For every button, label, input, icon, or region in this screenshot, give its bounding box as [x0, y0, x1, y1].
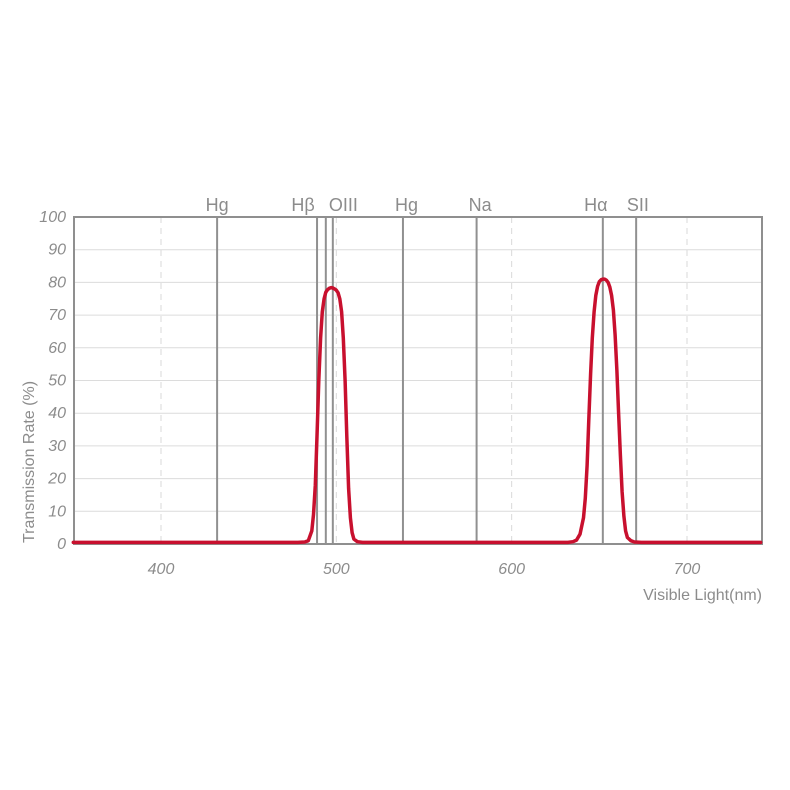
y-tick-label: 100 — [39, 209, 66, 226]
y-tick-label: 90 — [48, 242, 66, 259]
x-tick-label: 700 — [674, 561, 701, 578]
x-axis-title: Visible Light(nm) — [643, 587, 762, 604]
emission-label-sii: SII — [627, 195, 649, 215]
emission-label-oiii: OIII — [329, 195, 358, 215]
y-tick-label: 40 — [48, 405, 66, 422]
emission-label-hβ: Hβ — [291, 195, 314, 215]
y-tick-label: 20 — [47, 471, 66, 488]
transmission-curve — [71, 277, 763, 545]
y-tick-label: 50 — [48, 373, 66, 390]
y-tick-label: 70 — [48, 307, 66, 324]
emission-label-hα: Hα — [584, 195, 607, 215]
y-tick-label: 10 — [48, 503, 66, 520]
emission-label-hg: Hg — [206, 195, 229, 215]
emission-label-na: Na — [469, 195, 493, 215]
y-tick-label: 60 — [48, 340, 66, 357]
y-tick-label: 30 — [48, 438, 66, 455]
y-tick-label: 80 — [48, 274, 66, 291]
x-tick-label: 600 — [498, 561, 525, 578]
y-tick-label: 0 — [57, 536, 66, 553]
y-axis-title: Transmission Rate (%) — [21, 380, 38, 544]
emission-label-hg: Hg — [395, 195, 418, 215]
x-tick-label: 400 — [148, 561, 175, 578]
x-tick-label: 500 — [323, 561, 350, 578]
